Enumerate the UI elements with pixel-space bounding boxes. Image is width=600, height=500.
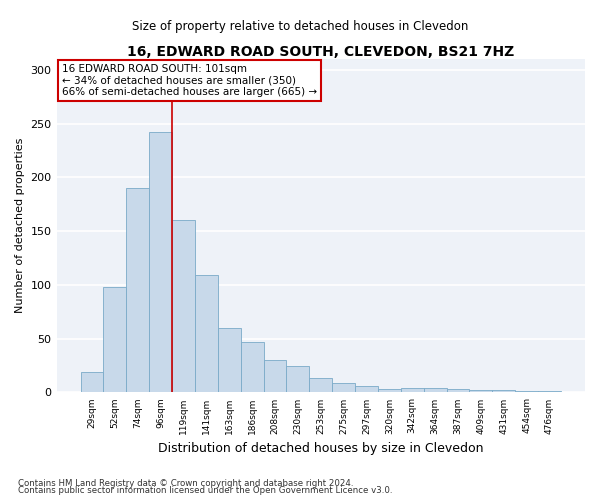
Bar: [310, 378, 332, 392]
Bar: [241, 342, 263, 392]
Bar: [469, 390, 493, 392]
Bar: [286, 366, 310, 392]
Bar: [103, 287, 127, 393]
Bar: [80, 372, 103, 392]
Text: Contains public sector information licensed under the Open Government Licence v3: Contains public sector information licen…: [18, 486, 392, 495]
Bar: [355, 386, 378, 392]
Text: Size of property relative to detached houses in Clevedon: Size of property relative to detached ho…: [132, 20, 468, 33]
Text: Contains HM Land Registry data © Crown copyright and database right 2024.: Contains HM Land Registry data © Crown c…: [18, 478, 353, 488]
Bar: [172, 220, 195, 392]
Bar: [332, 383, 355, 392]
Bar: [263, 360, 286, 392]
Bar: [446, 389, 469, 392]
Bar: [493, 390, 515, 392]
Bar: [195, 275, 218, 392]
Y-axis label: Number of detached properties: Number of detached properties: [15, 138, 25, 314]
Bar: [149, 132, 172, 392]
Bar: [401, 388, 424, 392]
Bar: [378, 389, 401, 392]
Title: 16, EDWARD ROAD SOUTH, CLEVEDON, BS21 7HZ: 16, EDWARD ROAD SOUTH, CLEVEDON, BS21 7H…: [127, 45, 514, 59]
Bar: [424, 388, 446, 392]
Bar: [218, 328, 241, 392]
Text: 16 EDWARD ROAD SOUTH: 101sqm
← 34% of detached houses are smaller (350)
66% of s: 16 EDWARD ROAD SOUTH: 101sqm ← 34% of de…: [62, 64, 317, 97]
Bar: [127, 188, 149, 392]
X-axis label: Distribution of detached houses by size in Clevedon: Distribution of detached houses by size …: [158, 442, 484, 455]
